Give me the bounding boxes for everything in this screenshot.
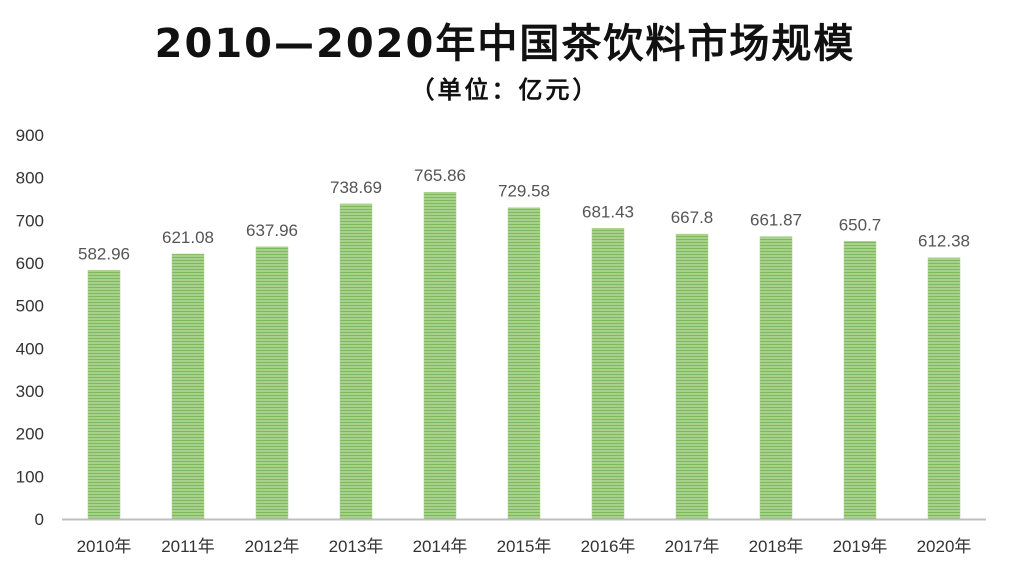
- bar: [675, 233, 709, 520]
- y-axis: 0 100 200 300 400 500 600 700 800 900: [16, 126, 44, 529]
- x-tick-label: 2013年: [329, 537, 384, 556]
- bar: [591, 228, 625, 520]
- data-label: 729.58: [498, 182, 550, 201]
- data-label: 667.8: [671, 208, 714, 227]
- chart-subtitle: （单位：亿元）: [411, 76, 600, 104]
- bars: [87, 191, 961, 520]
- x-tick-label: 2015年: [497, 537, 552, 556]
- bar: [339, 203, 373, 520]
- data-label: 681.43: [582, 202, 634, 221]
- bar: [87, 270, 121, 520]
- y-tick-label: 600: [16, 254, 44, 273]
- data-label: 582.96: [78, 244, 130, 263]
- data-labels: 582.96 621.08 637.96 738.69 765.86 729.58 681.…: [78, 166, 970, 263]
- x-tick-label: 2014年: [413, 537, 468, 556]
- x-tick-label: 2016年: [581, 537, 636, 556]
- data-label: 637.96: [246, 221, 298, 240]
- x-tick-label: 2010年: [77, 537, 132, 556]
- x-tick-label: 2020年: [917, 537, 972, 556]
- x-axis: 2010年 2011年 2012年 2013年 2014年 2015年 2016年 2017年…: [62, 518, 986, 556]
- bar: [927, 257, 961, 520]
- y-tick-label: 100: [16, 467, 44, 486]
- y-tick-label: 400: [16, 339, 44, 358]
- data-label: 661.87: [750, 211, 802, 230]
- bar: [507, 207, 541, 520]
- data-label: 650.7: [839, 215, 882, 234]
- bar: [423, 191, 457, 520]
- y-tick-label: 900: [16, 126, 44, 145]
- y-tick-label: 300: [16, 382, 44, 401]
- x-tick-label: 2012年: [245, 537, 300, 556]
- bar: [171, 253, 205, 520]
- x-tick-label: 2018年: [749, 537, 804, 556]
- x-tick-label: 2011年: [161, 537, 215, 556]
- y-tick-label: 500: [16, 297, 44, 316]
- y-tick-label: 200: [16, 425, 44, 444]
- data-label: 621.08: [162, 228, 214, 247]
- x-tick-label: 2017年: [665, 537, 720, 556]
- data-label: 612.38: [918, 232, 970, 251]
- bar: [843, 241, 877, 520]
- bar: [255, 246, 289, 520]
- y-tick-label: 800: [16, 169, 44, 188]
- data-label: 738.69: [330, 178, 382, 197]
- data-label: 765.86: [414, 166, 466, 185]
- y-tick-label: 700: [16, 211, 44, 230]
- y-tick-label: 0: [35, 510, 44, 529]
- chart-title: 2010—2020年中国茶饮料市场规模: [155, 21, 856, 67]
- bar: [759, 236, 793, 520]
- x-tick-label: 2019年: [833, 537, 888, 556]
